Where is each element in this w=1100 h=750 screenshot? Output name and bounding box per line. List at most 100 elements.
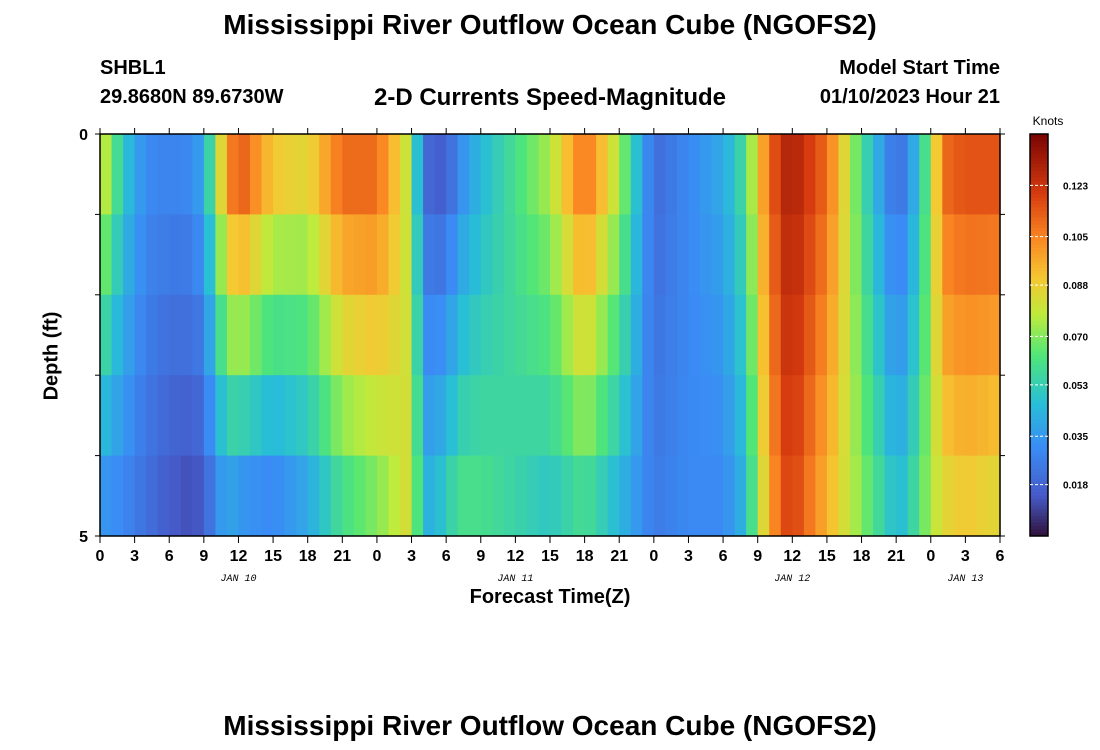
heatmap-cell bbox=[607, 375, 620, 456]
heatmap-cell bbox=[526, 375, 540, 456]
x-tick-label: 18 bbox=[853, 548, 871, 565]
heatmap-cell bbox=[319, 214, 332, 296]
heatmap-cell bbox=[630, 134, 643, 215]
colorbar-segment bbox=[1030, 381, 1048, 386]
heatmap-cell bbox=[953, 134, 966, 215]
heatmap-cell bbox=[226, 214, 240, 296]
colorbar-segment bbox=[1030, 465, 1048, 470]
heatmap-cell bbox=[123, 294, 136, 376]
colorbar-segment bbox=[1030, 425, 1048, 430]
model-start-value: 01/10/2023 Hour 21 bbox=[819, 86, 1000, 108]
colorbar-segment bbox=[1030, 281, 1048, 286]
heatmap-cell bbox=[988, 455, 1001, 537]
colorbar-segment bbox=[1030, 502, 1048, 507]
heatmap-cell bbox=[734, 375, 747, 456]
heatmap-cell bbox=[180, 294, 193, 376]
heatmap-cell bbox=[676, 214, 690, 296]
heatmap-cell bbox=[400, 455, 413, 537]
heatmap-cell bbox=[157, 294, 170, 376]
heatmap-cell bbox=[584, 294, 597, 376]
heatmap-cell bbox=[815, 134, 828, 215]
colorbar-segment bbox=[1030, 482, 1048, 487]
heatmap-cell bbox=[930, 294, 943, 376]
heatmap-cell bbox=[388, 294, 401, 376]
heatmap-cell bbox=[134, 134, 147, 215]
x-tick-label: 6 bbox=[719, 548, 728, 565]
heatmap-cell bbox=[226, 134, 240, 215]
heatmap-cell bbox=[688, 214, 701, 296]
heatmap-cell bbox=[226, 294, 240, 376]
colorbar-segment bbox=[1030, 422, 1048, 426]
heatmap-cell bbox=[423, 214, 436, 296]
colorbar-segment bbox=[1030, 412, 1048, 416]
colorbar-segment bbox=[1030, 448, 1048, 453]
heatmap-cell bbox=[930, 375, 943, 456]
heatmap-cell bbox=[284, 294, 297, 376]
heatmap-cell bbox=[838, 214, 851, 296]
heatmap-cell bbox=[815, 375, 828, 456]
heatmap-cell bbox=[665, 214, 678, 296]
heatmap-cell bbox=[365, 214, 378, 296]
heatmap-cell bbox=[157, 134, 170, 215]
heatmap-cell bbox=[734, 214, 747, 296]
heatmap-cell bbox=[769, 294, 782, 376]
colorbar-segment bbox=[1030, 492, 1048, 497]
heatmap-cell bbox=[169, 134, 182, 215]
heatmap-cell bbox=[100, 375, 113, 456]
heatmap-cell bbox=[665, 375, 678, 456]
heatmap-cell bbox=[538, 294, 551, 376]
heatmap-cell bbox=[319, 134, 332, 215]
date-label: JAN 11 bbox=[497, 574, 533, 585]
colorbar-segment bbox=[1030, 519, 1048, 524]
heatmap-cell bbox=[411, 455, 424, 537]
heatmap-cell bbox=[792, 134, 805, 215]
colorbar-segment bbox=[1030, 207, 1048, 212]
heatmap-cell bbox=[515, 214, 528, 296]
heatmap-cell bbox=[446, 455, 459, 537]
heatmap-cell bbox=[515, 134, 528, 215]
heatmap-cell bbox=[203, 294, 216, 376]
heatmap-cell bbox=[273, 455, 286, 537]
heatmap-cell bbox=[642, 294, 655, 376]
heatmap-cell bbox=[988, 134, 1001, 215]
heatmap-cell bbox=[942, 134, 955, 215]
heatmap-cell bbox=[250, 214, 263, 296]
colorbar-segment bbox=[1030, 211, 1048, 215]
x-tick-label: 15 bbox=[264, 548, 282, 565]
heatmap-cell bbox=[376, 294, 390, 376]
heatmap-cell bbox=[342, 294, 355, 376]
heatmap-cell bbox=[411, 134, 424, 215]
colorbar-segment bbox=[1030, 167, 1048, 172]
heatmap-cell bbox=[584, 214, 597, 296]
heatmap-cell bbox=[676, 375, 690, 456]
colorbar-segment bbox=[1030, 134, 1048, 138]
x-tick-label: 3 bbox=[130, 548, 139, 565]
heatmap-cell bbox=[815, 294, 828, 376]
colorbar-segment bbox=[1030, 338, 1048, 343]
heatmap-cell bbox=[861, 134, 874, 215]
heatmap-cell bbox=[365, 134, 378, 215]
colorbar-segment bbox=[1030, 328, 1048, 333]
heatmap-cell bbox=[711, 134, 724, 215]
colorbar-segment bbox=[1030, 227, 1048, 232]
heatmap-cell bbox=[146, 375, 159, 456]
heatmap-cell bbox=[896, 214, 909, 296]
x-tick-label: 12 bbox=[783, 548, 801, 565]
heatmap-cell bbox=[596, 214, 609, 296]
heatmap-cell bbox=[296, 455, 309, 537]
x-tick-label: 18 bbox=[299, 548, 317, 565]
colorbar-segment bbox=[1030, 170, 1048, 175]
colorbar-segment bbox=[1030, 458, 1048, 463]
heatmap-cell bbox=[111, 375, 124, 456]
colorbar-segment bbox=[1030, 224, 1048, 229]
heatmap-cell bbox=[100, 214, 113, 296]
heatmap-cell bbox=[157, 375, 170, 456]
heatmap-cell bbox=[261, 455, 274, 537]
heatmap-cell bbox=[157, 455, 170, 537]
heatmap-cell bbox=[411, 294, 424, 376]
heatmap-cell bbox=[642, 375, 655, 456]
heatmap-cell bbox=[780, 375, 793, 456]
heatmap-cell bbox=[123, 134, 136, 215]
chart-subtitle: 2-D Currents Speed-Magnitude bbox=[373, 84, 727, 111]
heatmap-cell bbox=[642, 455, 655, 537]
